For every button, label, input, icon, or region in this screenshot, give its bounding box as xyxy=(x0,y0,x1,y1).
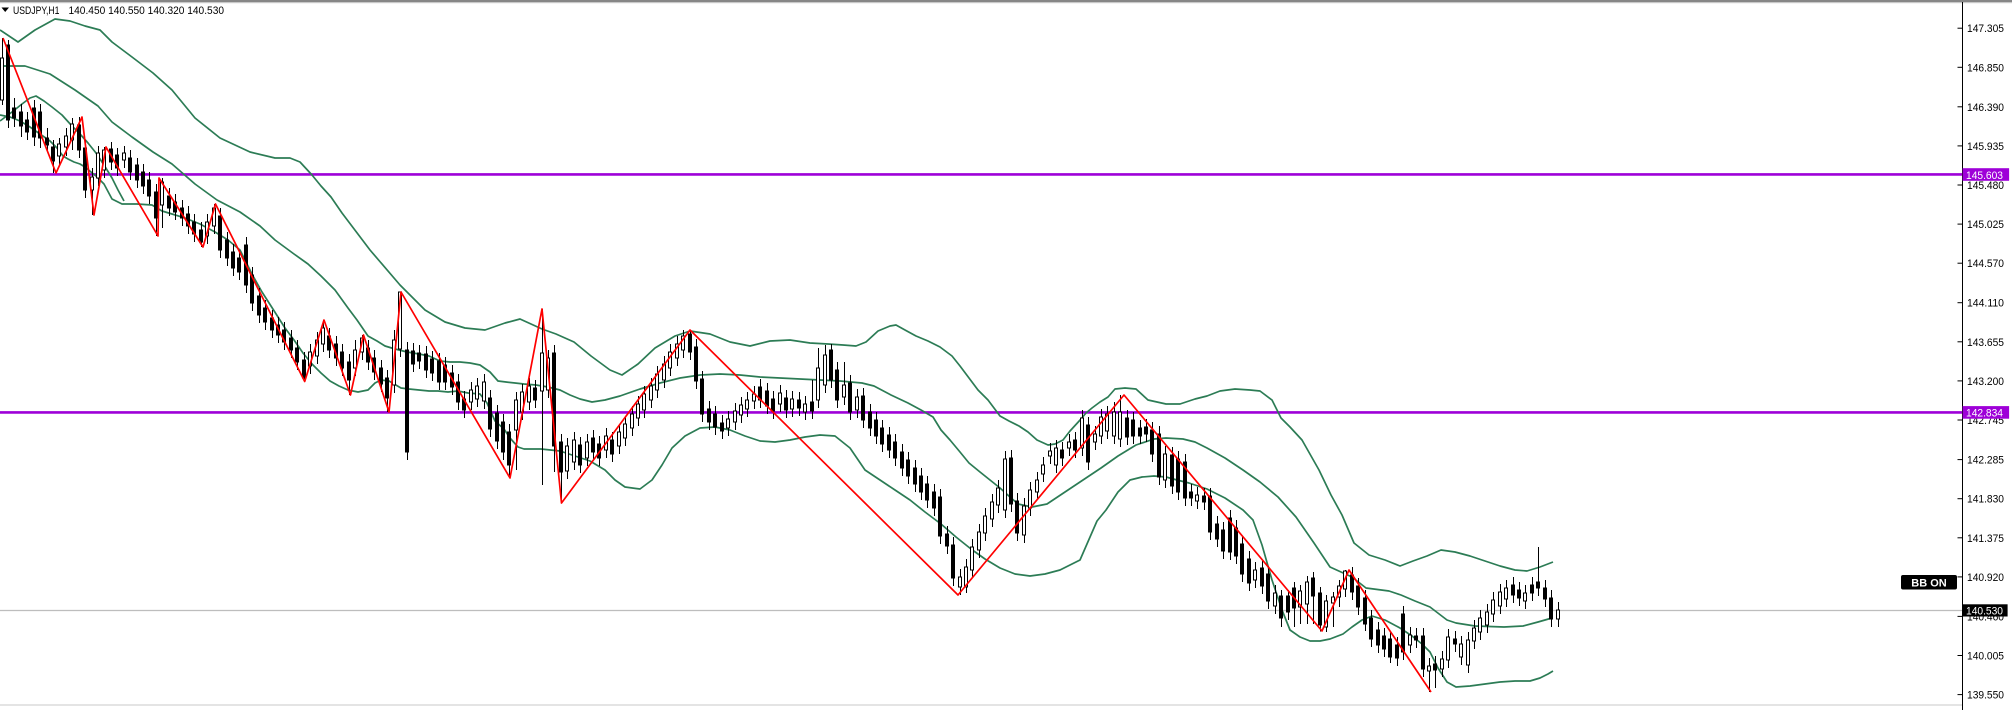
svg-text:145.603: 145.603 xyxy=(1966,170,2003,182)
svg-text:140.530: 140.530 xyxy=(1966,606,2003,618)
svg-text:143.655: 143.655 xyxy=(1967,337,2004,349)
svg-text:147.305: 147.305 xyxy=(1967,23,2004,35)
svg-text:145.480: 145.480 xyxy=(1967,180,2004,192)
svg-text:146.850: 146.850 xyxy=(1967,62,2004,74)
svg-text:142.834: 142.834 xyxy=(1966,408,2003,420)
svg-text:141.830: 141.830 xyxy=(1967,494,2004,506)
svg-text:140.005: 140.005 xyxy=(1967,651,2004,663)
svg-text:140.450 140.550 140.320 140.53: 140.450 140.550 140.320 140.530 xyxy=(69,5,225,17)
svg-text:USDJPY,H1: USDJPY,H1 xyxy=(13,5,60,17)
svg-text:143.200: 143.200 xyxy=(1967,376,2004,388)
svg-text:141.375: 141.375 xyxy=(1967,533,2004,545)
svg-text:145.025: 145.025 xyxy=(1967,219,2004,231)
svg-text:144.570: 144.570 xyxy=(1967,258,2004,270)
svg-text:140.920: 140.920 xyxy=(1967,572,2004,584)
svg-text:144.110: 144.110 xyxy=(1967,298,2004,310)
svg-text:145.935: 145.935 xyxy=(1967,141,2004,153)
svg-text:146.390: 146.390 xyxy=(1967,102,2004,114)
svg-text:139.550: 139.550 xyxy=(1967,690,2004,702)
svg-text:142.285: 142.285 xyxy=(1967,455,2004,467)
svg-text:BB ON: BB ON xyxy=(1911,578,1947,590)
